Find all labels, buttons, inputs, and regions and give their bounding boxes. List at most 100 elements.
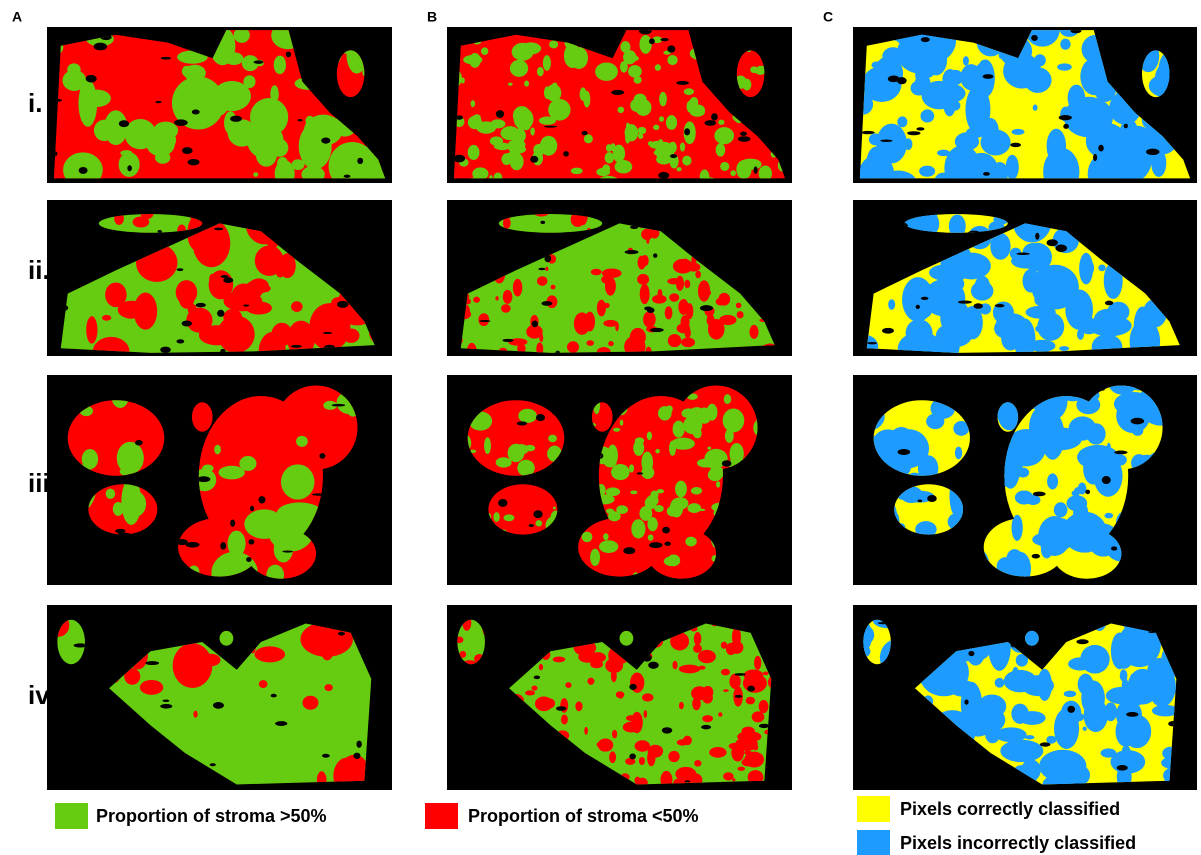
tissue-region	[729, 641, 743, 654]
tissue-region	[545, 267, 548, 271]
background-gap	[916, 127, 924, 130]
background-gap	[1063, 124, 1069, 129]
tissue-region	[584, 134, 593, 143]
tissue-region	[1092, 334, 1123, 361]
tissue-region	[997, 560, 1015, 571]
tissue-region	[642, 693, 653, 701]
background-gap	[711, 113, 718, 120]
tissue-region	[736, 303, 742, 309]
background-gap	[1117, 765, 1128, 771]
background-gap	[540, 221, 545, 224]
background-gap	[275, 721, 287, 726]
tissue-region	[1047, 473, 1058, 489]
tissue-region	[202, 464, 214, 472]
background-gap	[160, 347, 171, 353]
tissue-region	[630, 55, 639, 61]
background-gap	[321, 137, 330, 143]
background-gap	[230, 520, 235, 527]
tissue-region	[193, 711, 197, 718]
tissue-region	[1055, 767, 1073, 785]
tissue-region	[603, 320, 617, 327]
background-gap	[127, 165, 132, 171]
background-gap	[353, 753, 360, 759]
tissue-region	[214, 445, 221, 455]
tissue-region	[639, 35, 651, 54]
tissue-region	[1043, 148, 1079, 196]
tissue-region	[639, 757, 645, 765]
background-gap	[291, 345, 302, 348]
tissue-region	[723, 772, 734, 780]
tissue-region	[1059, 346, 1069, 351]
background-gap	[670, 154, 677, 158]
tissue-region	[904, 138, 912, 150]
background-gap	[453, 155, 465, 163]
tissue-region	[628, 65, 642, 78]
tissue-region	[270, 85, 279, 102]
tissue-region	[561, 714, 568, 724]
tissue-region	[721, 669, 730, 676]
tissue-region	[575, 54, 586, 63]
tissue-region	[512, 43, 534, 61]
tissue-region	[666, 115, 677, 130]
tissue-region	[638, 127, 647, 134]
tissue-region	[253, 172, 258, 177]
background-gap	[188, 159, 200, 165]
background-gap	[958, 300, 972, 303]
tissue-region	[608, 511, 621, 521]
tissue-region	[509, 145, 526, 154]
background-gap	[161, 57, 171, 60]
background-gap	[629, 753, 636, 759]
background-gap	[1031, 35, 1038, 41]
tissue-region	[612, 730, 617, 738]
tissue-region	[213, 81, 251, 111]
background-gap	[1040, 742, 1051, 746]
background-gap	[1033, 492, 1046, 497]
tissue-region	[684, 88, 694, 95]
tissue-region	[752, 711, 765, 722]
tissue-region	[716, 143, 726, 156]
background-gap	[298, 119, 303, 121]
tissue-region	[247, 123, 284, 159]
background-gap	[722, 460, 732, 467]
legend-label: Proportion of stroma <50%	[468, 806, 699, 826]
tissue-region	[495, 296, 498, 300]
tissue-region	[125, 119, 156, 149]
tissue-region	[982, 118, 998, 142]
tissue-region	[929, 83, 966, 104]
background-gap	[563, 151, 569, 156]
tissue-region	[610, 143, 615, 151]
tissue-region	[1119, 132, 1149, 157]
background-gap	[135, 440, 143, 445]
tissue-region	[503, 290, 513, 304]
tissue-region	[685, 537, 696, 547]
tissue-region	[707, 447, 711, 450]
tissue-region	[571, 168, 583, 175]
tissue-region	[721, 642, 728, 649]
background-gap	[740, 132, 747, 136]
tissue-region	[720, 162, 729, 171]
tissue-region	[635, 777, 641, 785]
tissue-region	[503, 514, 514, 521]
tissue-region	[753, 745, 758, 751]
tissue-region	[888, 299, 895, 310]
background-gap	[747, 686, 755, 692]
tissue-region	[707, 314, 715, 326]
background-gap	[230, 116, 242, 122]
tissue-region	[1068, 657, 1092, 670]
background-gap	[145, 661, 159, 665]
background-gap	[538, 268, 545, 270]
tissue-region	[493, 512, 499, 522]
tissue-region	[155, 151, 170, 163]
tissue-region	[82, 449, 98, 469]
tissue-region	[105, 282, 126, 307]
tissue-region	[664, 556, 680, 566]
row-label: i.	[28, 88, 42, 118]
tissue-region	[549, 41, 558, 49]
background-gap	[344, 175, 351, 178]
tissue-region	[1132, 426, 1143, 436]
tissue-region	[277, 157, 288, 171]
tissue-region	[915, 280, 923, 285]
tissue-region	[276, 268, 284, 278]
tissue-region	[1068, 85, 1086, 111]
tissue-region	[718, 120, 724, 125]
